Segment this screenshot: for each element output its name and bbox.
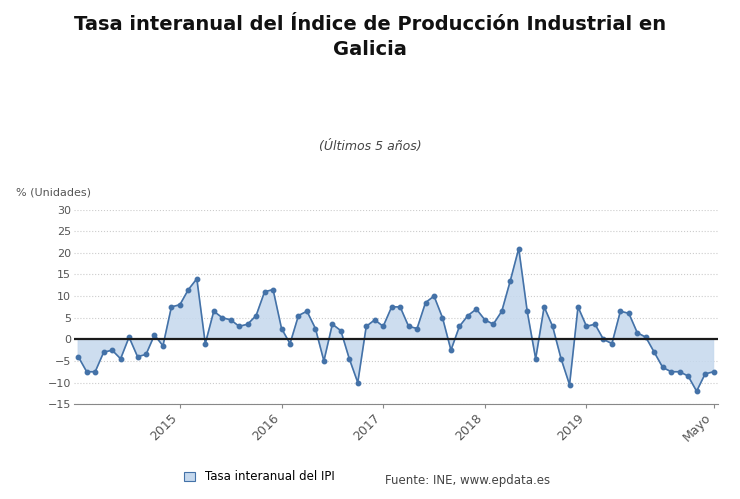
Text: (Últimos 5 años): (Últimos 5 años) (319, 140, 421, 153)
Legend: Tasa interanual del IPI: Tasa interanual del IPI (179, 466, 339, 488)
Text: % (Unidades): % (Unidades) (16, 188, 91, 198)
Text: Tasa interanual del Índice de Producción Industrial en
Galicia: Tasa interanual del Índice de Producción… (74, 15, 666, 59)
Text: Fuente: INE, www.epdata.es: Fuente: INE, www.epdata.es (385, 474, 550, 487)
